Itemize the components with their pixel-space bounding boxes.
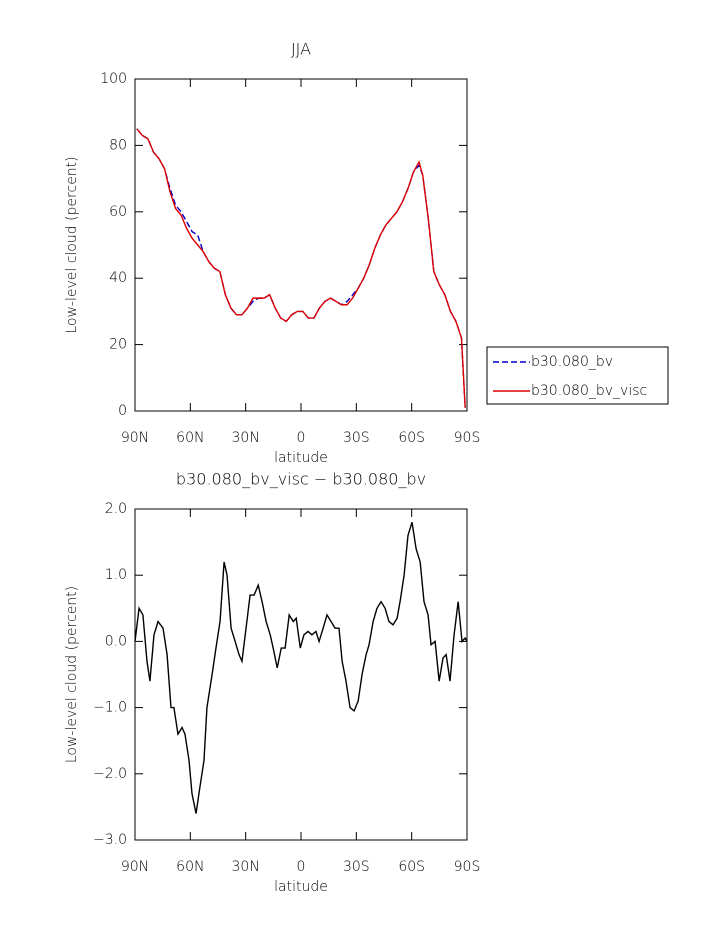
x-tick-label: 30S [343, 859, 370, 875]
y-tick-label: 60 [109, 204, 127, 220]
y-tick-label: 100 [100, 71, 127, 87]
x-tick-label: 60S [398, 430, 425, 446]
y-tick-label: 0 [118, 403, 127, 419]
y-tick-label: −3.0 [93, 832, 127, 848]
legend-label: b30.080_bv [531, 354, 613, 370]
y-tick-label: −1.0 [93, 700, 127, 716]
x-tick-label: 90N [121, 430, 149, 446]
x-tick-label: 90S [454, 430, 481, 446]
x-tick-label: 60S [398, 859, 425, 875]
x-tick-label: 90N [121, 859, 149, 875]
y-tick-label: 0.0 [105, 633, 127, 649]
y-tick-label: 2.0 [105, 501, 127, 517]
x-axis-label: latitude [274, 879, 328, 895]
y-tick-label: 80 [109, 137, 127, 153]
data-line [136, 128, 466, 408]
x-tick-label: 60N [176, 859, 204, 875]
x-tick-label: 30S [343, 430, 370, 446]
x-tick-label: 90S [454, 859, 481, 875]
legend-box [486, 346, 669, 405]
x-tick-label: 0 [297, 430, 306, 446]
y-axis-label: Low-level cloud (percent) [64, 586, 80, 763]
data-line [134, 522, 468, 814]
y-axis-label: Low-level cloud (percent) [64, 156, 80, 333]
y-tick-label: 1.0 [105, 567, 127, 583]
y-tick-label: 40 [109, 270, 127, 286]
y-tick-label: 20 [109, 337, 127, 353]
x-tick-label: 60N [176, 430, 204, 446]
plot-frame [134, 508, 468, 841]
data-line [136, 128, 466, 408]
x-axis-label: latitude [274, 450, 328, 466]
y-tick-label: −2.0 [93, 766, 127, 782]
legend-label: b30.080_bv_visc [531, 383, 647, 399]
chart-title: b30.080_bv_visc − b30.080_bv [176, 470, 426, 489]
chart-title: JJA [291, 40, 311, 59]
plot-frame [134, 78, 468, 412]
x-tick-label: 30N [232, 430, 260, 446]
x-tick-label: 0 [297, 859, 306, 875]
x-tick-label: 30N [232, 859, 260, 875]
